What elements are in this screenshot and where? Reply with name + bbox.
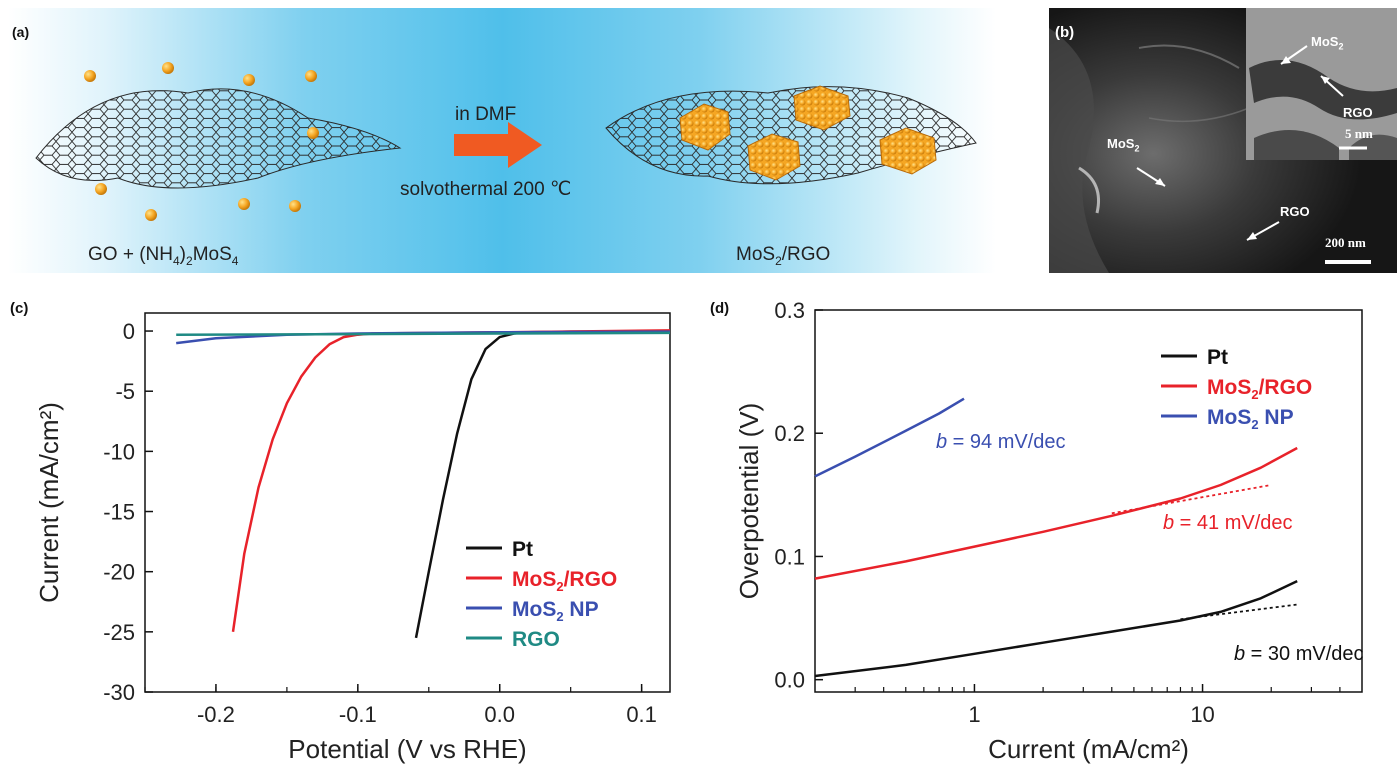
y-tick-label: -30	[103, 680, 135, 705]
reaction-arrow	[454, 122, 542, 168]
y-tick-label: 0.1	[774, 544, 805, 569]
panel-label-a: (a)	[12, 24, 30, 40]
x-tick-label: 1	[968, 702, 980, 727]
legend-label: MoS2 NP	[512, 598, 599, 624]
scale-bar-main-label: 200 nm	[1325, 235, 1366, 250]
chart-d-tafel: 1 10 0.0 0.1 0.2 0.3 Current (mA/cm²) Overpoten…	[734, 298, 1364, 764]
panel-label-d: (d)	[710, 300, 730, 317]
precursor-caption: GO + (NH4)2MoS4	[88, 244, 239, 268]
y-tick-label: -20	[103, 560, 135, 585]
x-tick-label: 0.1	[626, 702, 657, 727]
schematic-drawing	[35, 62, 977, 221]
micrograph-drawing	[1049, 8, 1397, 273]
legend-label: MoS2/RGO	[512, 568, 617, 594]
sem-micrograph: (b) MoS2 RGO 200 nm MoS2 RGO 5 nm	[1049, 8, 1397, 273]
slope-annotation: b = 41 mV/dec	[1163, 512, 1293, 534]
series-line--rgo	[814, 446, 1298, 580]
rgo-label-inset: RGO	[1343, 105, 1373, 120]
x-tick-label: 10	[1190, 702, 1214, 727]
legend-label: Pt	[512, 538, 533, 561]
series-line-pt	[414, 330, 670, 639]
slope-annotation: b = 30 mV/dec	[1234, 643, 1364, 665]
mos2-label-main: MoS2	[1107, 136, 1140, 154]
y-tick-label: 0.2	[774, 421, 805, 446]
legend-label: MoS2 NP	[1207, 406, 1294, 432]
x-tick-label: 0.0	[484, 702, 515, 727]
arrow-top-label: in DMF	[455, 104, 517, 125]
tafel-fit-line	[1180, 603, 1298, 621]
legend-label: Pt	[1207, 346, 1228, 369]
synthesis-schematic: (a) in DMF solvothermal 200 ℃ GO + (NH4)…	[8, 8, 996, 273]
series-line-rgo	[176, 331, 671, 336]
y-tick-label: -25	[103, 620, 135, 645]
series-line-pt	[814, 579, 1298, 678]
y-tick-label: -5	[115, 379, 135, 404]
x-tick-label: -0.1	[339, 702, 377, 727]
x-tick-label: -0.2	[197, 702, 235, 727]
series-line-np	[814, 397, 965, 478]
legend-label: MoS2/RGO	[1207, 376, 1312, 402]
panel-label-b: (b)	[1055, 24, 1075, 41]
precursor-dots	[84, 62, 319, 221]
product-caption: MoS2/RGO	[736, 244, 831, 268]
y-tick-label: 0.3	[774, 298, 805, 323]
chart-c-polarization: -0.2 -0.1 0.0 0.1 0 -5 -10 -15 -20 -25 -30 Potentia…	[34, 312, 671, 764]
scale-bar-inset-label: 5 nm	[1345, 126, 1373, 141]
go-sheet	[35, 88, 402, 189]
y-tick-label: 0	[123, 319, 135, 344]
panel-label-c: (c)	[10, 300, 29, 317]
rgo-label-main: RGO	[1280, 204, 1310, 219]
mos2-label-inset: MoS2	[1311, 34, 1344, 52]
tafel-fit-line	[1111, 484, 1272, 515]
legend-label: RGO	[512, 628, 560, 651]
arrow-bottom-label: solvothermal 200 ℃	[400, 179, 572, 200]
plot-frame	[144, 312, 671, 693]
x-axis-label: Current (mA/cm²)	[988, 734, 1189, 764]
slope-annotation: b = 94 mV/dec	[936, 431, 1066, 453]
y-tick-label: 0.0	[774, 668, 805, 693]
plot-frame	[814, 309, 1363, 693]
y-tick-label: -10	[103, 439, 135, 464]
y-tick-label: -15	[103, 500, 135, 525]
y-axis-label: Current (mA/cm²)	[34, 402, 64, 603]
mos2-crystals	[679, 85, 937, 181]
y-axis-label: Overpotential (V)	[734, 403, 764, 600]
x-axis-label: Potential (V vs RHE)	[288, 734, 526, 764]
